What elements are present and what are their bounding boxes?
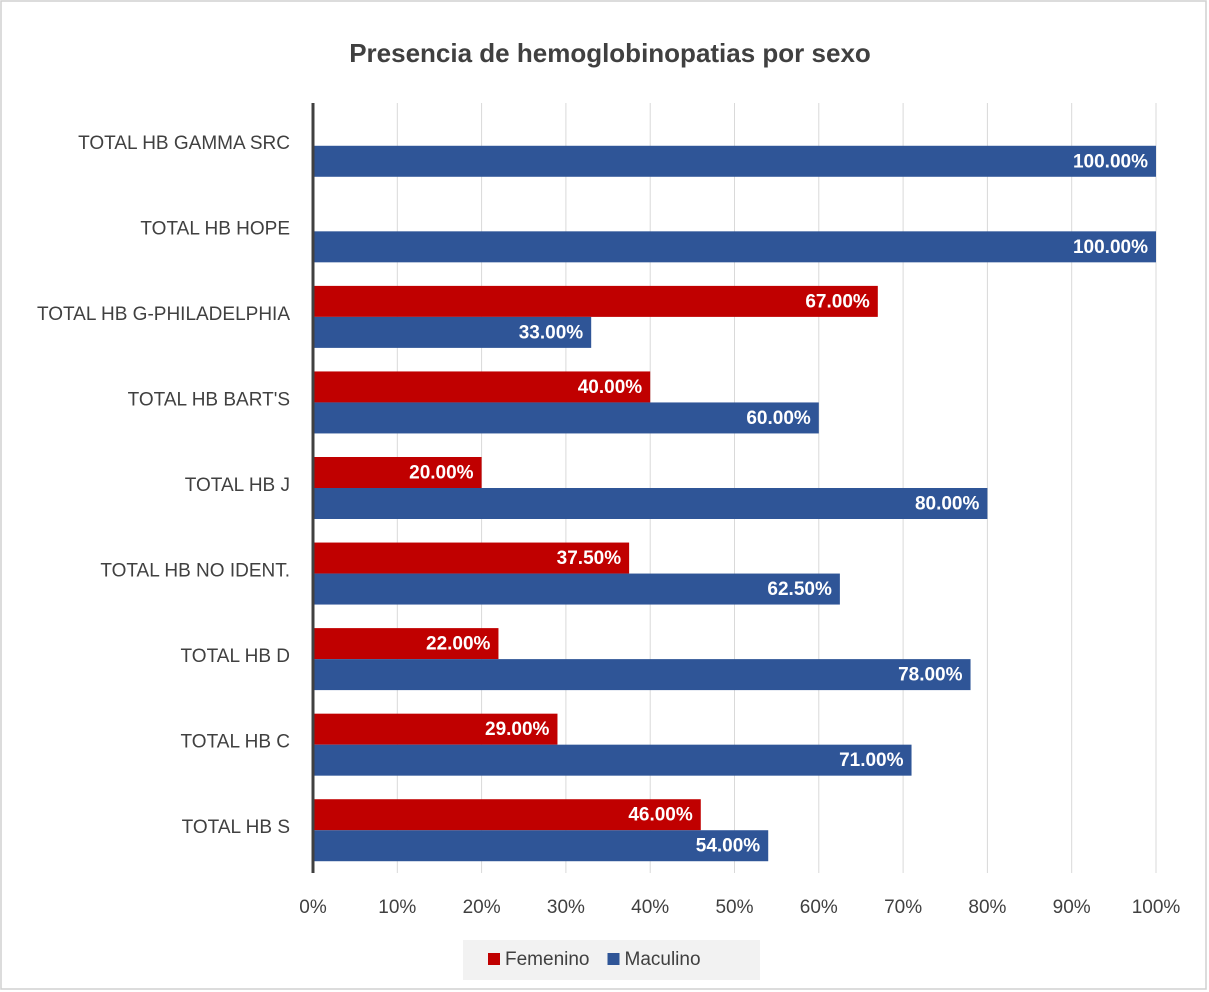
bar — [313, 713, 558, 745]
chart-title: Presencia de hemoglobinopatias por sexo — [349, 38, 871, 68]
y-tick-label: TOTAL HB S — [182, 817, 290, 838]
bar — [313, 573, 840, 605]
legend: Femenino Maculino — [463, 940, 760, 980]
bar — [313, 371, 651, 403]
y-tick-label: TOTAL HB J — [185, 475, 290, 496]
x-tick-label: 10% — [378, 897, 416, 918]
bar — [313, 488, 988, 519]
y-tick-label: TOTAL HB HOPE — [140, 218, 290, 239]
x-tick-label: 70% — [884, 897, 922, 918]
data-label: 80.00% — [915, 494, 980, 515]
x-tick-label: 90% — [1053, 897, 1091, 918]
bar — [313, 316, 592, 348]
data-label: 67.00% — [805, 291, 870, 312]
data-label: 62.50% — [767, 579, 832, 600]
y-tick-label: TOTAL HB C — [181, 732, 290, 753]
x-tick-label: 80% — [968, 897, 1006, 918]
x-tick-label: 100% — [1132, 897, 1181, 918]
bar — [313, 402, 819, 434]
legend-swatch — [607, 953, 620, 965]
data-label: 29.00% — [485, 719, 550, 740]
x-tick-label: 60% — [800, 897, 838, 918]
bar — [313, 542, 630, 574]
y-tick-label: TOTAL HB G-PHILADELPHIA — [37, 304, 290, 325]
data-label: 54.00% — [696, 836, 761, 857]
legend-swatch — [488, 953, 500, 965]
y-tick-label: TOTAL HB BART'S — [128, 389, 290, 410]
data-label: 33.00% — [519, 322, 584, 343]
data-label: 78.00% — [898, 665, 963, 686]
data-label: 40.00% — [578, 377, 643, 398]
data-label: 100.00% — [1073, 151, 1148, 172]
y-tick-label: TOTAL HB D — [181, 646, 290, 667]
data-label: 46.00% — [628, 805, 693, 826]
data-label: 100.00% — [1073, 237, 1148, 258]
bar — [313, 457, 482, 488]
y-tick-label: TOTAL HB NO IDENT. — [100, 561, 290, 582]
bar — [313, 799, 701, 831]
y-tick-label: TOTAL HB GAMMA SRC — [78, 133, 290, 154]
bar — [313, 145, 1156, 177]
x-tick-label: 0% — [299, 897, 327, 918]
data-label: 22.00% — [426, 634, 491, 655]
bar — [313, 659, 971, 691]
data-label: 20.00% — [409, 463, 474, 484]
bar — [313, 744, 912, 776]
legend-label: Maculino — [625, 949, 701, 970]
bar — [313, 830, 769, 862]
data-label: 71.00% — [839, 750, 904, 771]
x-tick-label: 30% — [547, 897, 585, 918]
data-label: 37.50% — [557, 548, 622, 569]
legend-label: Femenino — [505, 949, 590, 970]
data-label: 60.00% — [746, 408, 811, 429]
x-tick-label: 50% — [715, 897, 753, 918]
bar — [313, 285, 878, 317]
bar — [313, 231, 1156, 263]
x-tick-label: 20% — [463, 897, 501, 918]
bar — [313, 628, 499, 660]
x-tick-label: 40% — [631, 897, 669, 918]
